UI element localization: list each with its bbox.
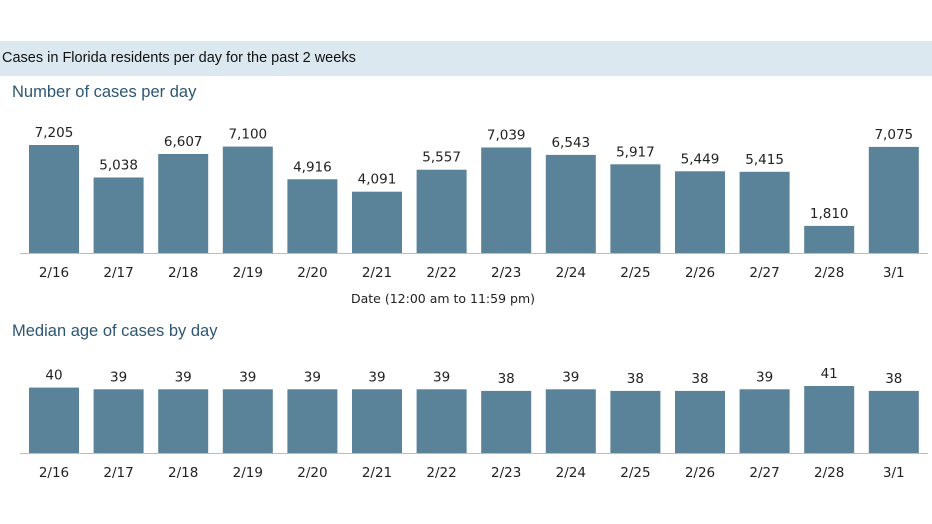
age-chart: 40 2/16 39 2/17 39 2/18 39 2/19 39 2/20 39 2/21 39 2/… [20, 366, 928, 481]
cases-bar [222, 146, 273, 253]
cases-x-tick-label: 2/19 [233, 265, 263, 281]
age-bar [545, 389, 596, 453]
age-value-label: 41 [821, 366, 838, 382]
cases-x-tick-label: 2/23 [491, 265, 521, 281]
cases-bar [545, 154, 596, 253]
cases-bar [675, 171, 725, 253]
cases-value-label: 5,449 [681, 151, 720, 167]
age-bar [158, 389, 209, 453]
age-value-label: 39 [175, 369, 192, 385]
age-bar [222, 389, 273, 453]
age-x-tick-label: 2/27 [749, 465, 779, 481]
age-bar [610, 390, 661, 453]
cases-x-tick-label: 2/28 [814, 265, 844, 281]
cases-value-label: 6,607 [164, 134, 203, 150]
cases-value-label: 5,917 [616, 144, 655, 160]
cases-bar [739, 171, 790, 253]
age-value-label: 39 [239, 369, 256, 385]
age-x-tick-label: 2/25 [620, 465, 650, 481]
age-value-label: 39 [562, 369, 579, 385]
age-value-label: 38 [691, 371, 708, 387]
age-chart-title: Median age of cases by day [12, 322, 218, 340]
age-value-label: 40 [45, 368, 62, 384]
age-value-label: 39 [110, 369, 127, 385]
cases-value-label: 5,038 [99, 158, 138, 174]
cases-x-tick-label: 2/27 [749, 265, 779, 281]
cases-bar [158, 154, 209, 253]
age-bar [868, 390, 919, 453]
cases-chart: 7,205 2/16 5,038 2/17 6,607 2/18 7,100 2/19 4,91… [20, 125, 928, 281]
cases-x-tick-label: 2/16 [39, 265, 69, 281]
age-value-label: 38 [498, 371, 515, 387]
cases-value-label: 7,075 [874, 127, 913, 143]
age-value-label: 38 [885, 371, 902, 387]
header-band [0, 41, 932, 76]
age-bar [416, 389, 467, 453]
cases-bar [29, 145, 79, 253]
cases-value-label: 5,557 [422, 150, 461, 166]
age-x-tick-label: 2/23 [491, 465, 521, 481]
age-x-tick-label: 2/28 [814, 465, 844, 481]
cases-x-tick-label: 2/22 [426, 265, 456, 281]
cases-x-tick-label: 2/20 [297, 265, 327, 281]
cases-value-label: 4,916 [293, 159, 332, 175]
age-bar [29, 387, 79, 453]
cases-bar [93, 177, 144, 253]
cases-x-tick-label: 2/25 [620, 265, 650, 281]
cases-chart-title: Number of cases per day [12, 83, 197, 101]
cases-value-label: 7,205 [35, 125, 74, 141]
cases-value-label: 6,543 [551, 135, 590, 151]
age-bar [287, 389, 338, 453]
age-bar [481, 390, 532, 453]
age-bar [352, 389, 402, 453]
cases-chart-x-axis-label: Date (12:00 am to 11:59 pm) [351, 291, 535, 306]
age-x-tick-label: 2/16 [39, 465, 69, 481]
cases-x-tick-label: 2/17 [103, 265, 133, 281]
cases-value-label: 1,810 [810, 206, 849, 222]
age-x-tick-label: 2/24 [556, 465, 586, 481]
cases-bar [416, 169, 467, 253]
cases-bar [352, 191, 402, 253]
age-x-tick-label: 2/17 [103, 465, 133, 481]
age-bar [675, 390, 725, 453]
age-value-label: 39 [756, 369, 773, 385]
cases-x-tick-label: 3/1 [883, 265, 905, 281]
age-bar [804, 386, 855, 453]
age-x-tick-label: 2/21 [362, 465, 392, 481]
age-value-label: 39 [433, 369, 450, 385]
cases-bar [868, 146, 919, 253]
age-bar [93, 389, 144, 453]
cases-x-tick-label: 2/21 [362, 265, 392, 281]
age-x-tick-label: 2/20 [297, 465, 327, 481]
age-value-label: 38 [627, 371, 644, 387]
cases-x-tick-label: 2/18 [168, 265, 198, 281]
cases-bar [481, 147, 532, 253]
cases-value-label: 7,039 [487, 128, 526, 144]
cases-bar [287, 179, 338, 253]
age-x-tick-label: 2/18 [168, 465, 198, 481]
age-value-label: 39 [368, 369, 385, 385]
age-bar [739, 389, 790, 453]
age-x-tick-label: 3/1 [883, 465, 905, 481]
age-x-tick-label: 2/26 [685, 465, 715, 481]
cases-bar [804, 225, 855, 253]
cases-value-label: 7,100 [228, 127, 267, 143]
age-value-label: 39 [304, 369, 321, 385]
page-title: Cases in Florida residents per day for t… [2, 50, 356, 66]
cases-x-tick-label: 2/26 [685, 265, 715, 281]
cases-bar [610, 164, 661, 253]
age-x-tick-label: 2/22 [426, 465, 456, 481]
cases-value-label: 4,091 [358, 172, 397, 188]
cases-value-label: 5,415 [745, 152, 784, 168]
age-x-tick-label: 2/19 [233, 465, 263, 481]
cases-x-tick-label: 2/24 [556, 265, 586, 281]
